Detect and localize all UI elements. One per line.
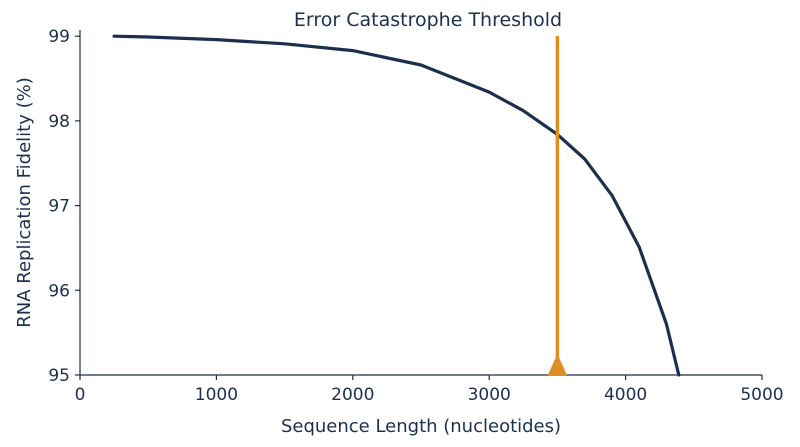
y-tick-label: 98 [48,112,70,132]
x-tick-label: 5000 [740,385,783,405]
y-tick-label: 96 [48,281,70,301]
x-tick-label: 4000 [604,385,647,405]
threshold-marker [547,354,568,376]
axes: 0 1000 2000 3000 4000 5000 95 96 97 98 99 [48,27,783,405]
chart-marks [112,34,681,377]
threshold-label: Error Catastrophe Threshold [294,9,562,31]
x-tick-label: 2000 [331,385,374,405]
x-tick-label: 3000 [468,385,511,405]
x-tick-label: 0 [75,385,86,405]
y-tick-label: 97 [48,197,70,217]
y-axis-title: RNA Replication Fidelity (%) [14,77,35,327]
y-tick-label: 95 [48,366,70,386]
x-tick-label: 1000 [195,385,238,405]
series-line-1 [112,34,681,377]
x-axis-title: Sequence Length (nucleotides) [281,416,561,437]
chart-labels: Sequence Length (nucleotides) RNA Replica… [14,9,562,437]
y-tick-label: 99 [48,27,70,47]
